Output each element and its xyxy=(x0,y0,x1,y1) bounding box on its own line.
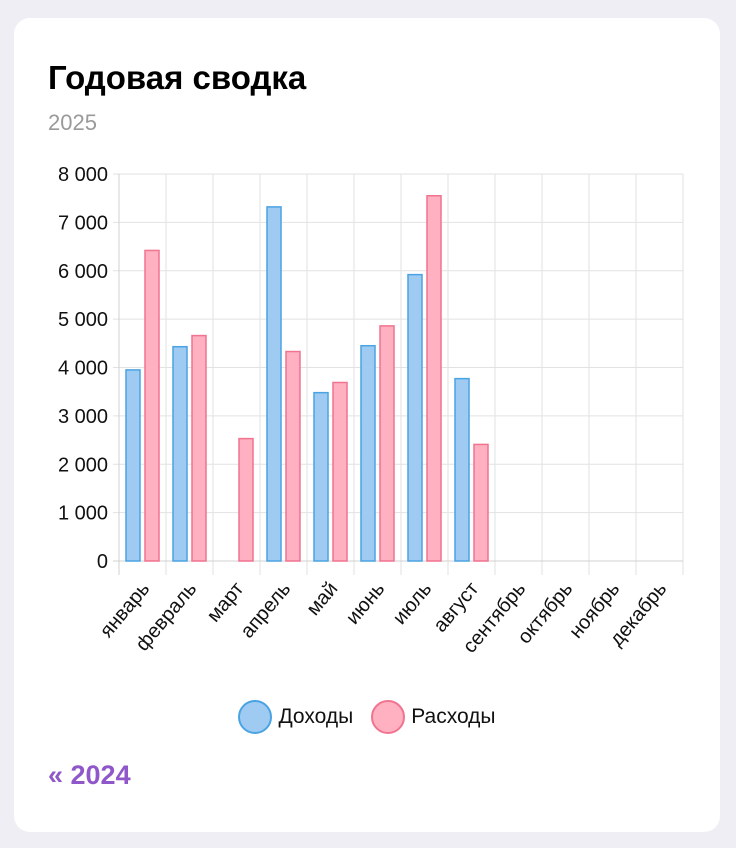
year-subtitle: 2025 xyxy=(48,110,97,135)
bar-income xyxy=(454,377,470,562)
bar-expenses xyxy=(473,443,489,562)
bar-income xyxy=(407,273,423,562)
legend-label-income: Доходы xyxy=(278,705,354,728)
bar-expenses xyxy=(379,325,395,562)
legend-item-expenses[interactable]: Расходы xyxy=(371,700,496,734)
legend-item-income[interactable]: Доходы xyxy=(238,700,353,734)
y-tick-label: 3 000 xyxy=(58,406,108,428)
x-tick-label: март xyxy=(203,578,249,626)
bar-expenses xyxy=(332,381,348,562)
legend-swatch-income xyxy=(238,700,273,734)
summary-card: Годовая сводка 2025 0 1 000 2 000 3 000 4 00… xyxy=(14,18,720,832)
y-tick-label: 6 000 xyxy=(58,261,108,283)
bar-income xyxy=(172,345,188,562)
y-tick-label: 1 000 xyxy=(58,503,108,525)
y-tick-label: 7 000 xyxy=(58,212,108,234)
legend-label-expenses: Расходы xyxy=(411,705,496,728)
y-tick-label: 4 000 xyxy=(58,358,108,380)
bar-expenses xyxy=(285,350,301,562)
bar-expenses xyxy=(191,334,207,562)
y-tick-label: 0 xyxy=(97,551,108,573)
bar-expenses xyxy=(426,195,442,562)
legend-swatch-expenses xyxy=(371,700,406,734)
bar-income xyxy=(313,391,329,562)
y-tick-label: 8 000 xyxy=(58,164,108,186)
x-tick-label: июнь xyxy=(342,578,389,629)
x-tick-label: май xyxy=(302,578,342,620)
bar-expenses xyxy=(144,249,160,562)
bar-chart: 0 1 000 2 000 3 000 4 000 5 000 6 000 7 000 8 00… xyxy=(58,164,684,657)
bar-income xyxy=(125,369,141,562)
y-tick-label: 5 000 xyxy=(58,309,108,331)
chart-legend: Доходы Расходы xyxy=(14,700,720,734)
page-title: Годовая сводка xyxy=(48,59,307,96)
bar-expenses xyxy=(238,437,254,562)
previous-year-link[interactable]: « 2024 xyxy=(48,760,131,790)
bar-income xyxy=(360,344,376,562)
y-tick-label: 2 000 xyxy=(58,454,108,476)
x-tick-label: апрель xyxy=(236,578,295,642)
bar-income xyxy=(266,206,282,562)
